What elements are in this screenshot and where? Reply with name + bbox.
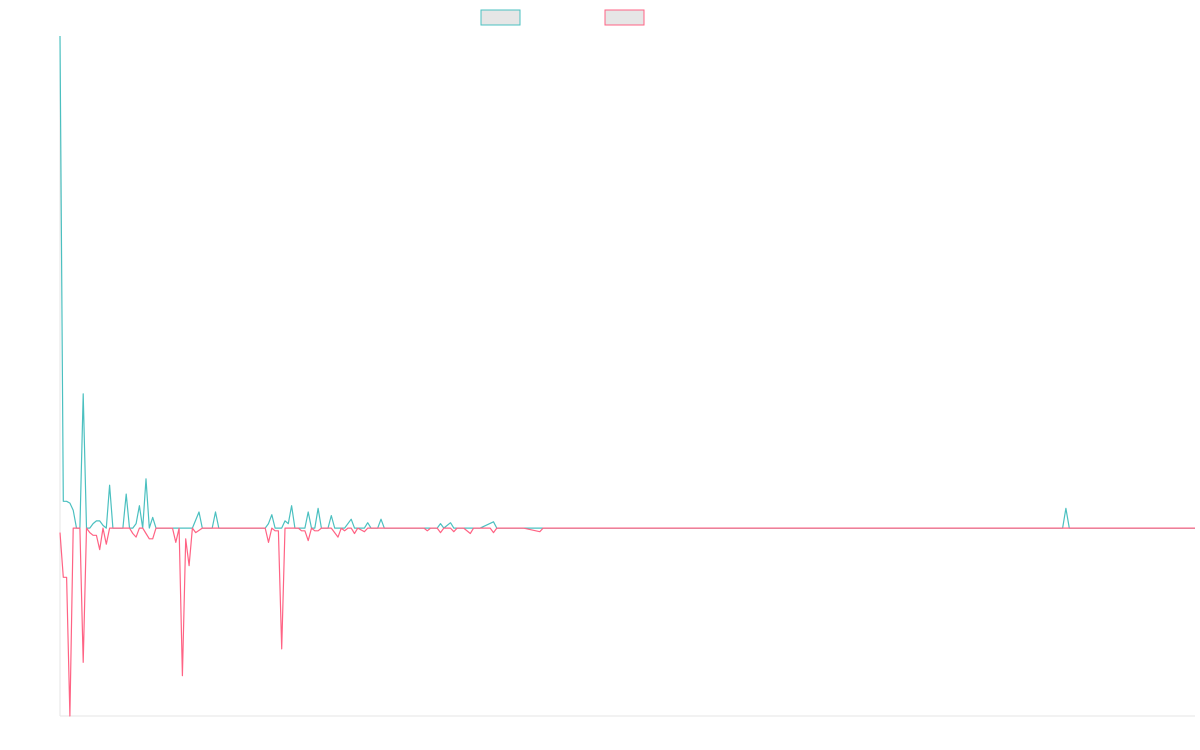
legend-swatch-2[interactable] [604,9,645,26]
legend-swatch-1[interactable] [480,9,521,26]
series-line-1 [59,35,1195,529]
series-lines [59,35,1195,717]
axes [59,36,1195,717]
series-line-2 [59,527,1195,717]
legend[interactable] [480,9,645,26]
